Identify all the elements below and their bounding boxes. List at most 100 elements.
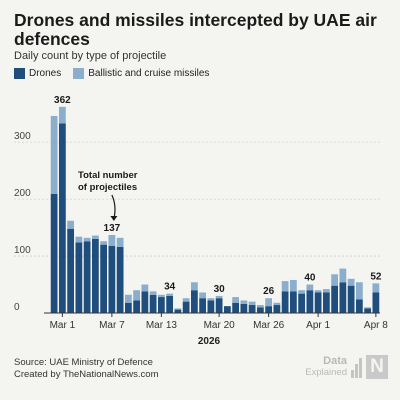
bar-drones <box>232 302 240 313</box>
bar-drones <box>314 292 322 313</box>
bar-drones <box>265 306 273 313</box>
total-label: 52 <box>370 271 382 282</box>
credit-note: Created by TheNationalNews.com <box>14 369 159 380</box>
bar-drones <box>215 298 223 313</box>
bar-drones <box>166 295 174 313</box>
bar-missiles <box>124 294 132 303</box>
legend-label-drones: Drones <box>29 68 62 79</box>
bar-missiles <box>339 268 347 283</box>
x-tick-label: Mar 13 <box>146 320 178 331</box>
bar-missiles <box>248 301 256 306</box>
bar-missiles <box>298 290 306 294</box>
total-label: 362 <box>54 95 71 106</box>
bar-drones <box>141 291 149 313</box>
brand-line-1: Data <box>323 355 347 367</box>
bar-drones <box>75 242 83 313</box>
bar-missiles <box>182 298 190 302</box>
bar-missiles <box>141 284 149 292</box>
bar-missiles <box>289 279 297 292</box>
legend-swatch-missiles <box>73 68 85 79</box>
callout-arrowhead <box>110 215 118 221</box>
bar-drones <box>100 244 108 313</box>
legend-item-drones: Drones <box>14 68 61 79</box>
bar-missiles <box>108 234 116 246</box>
bar-missiles <box>240 300 248 304</box>
y-tick-label: 200 <box>14 188 31 199</box>
bar-missiles <box>116 237 124 247</box>
x-tick-label: Mar 20 <box>204 320 236 331</box>
bar-missiles <box>215 295 223 299</box>
brand-bars-icon <box>350 356 362 378</box>
bar-missiles <box>256 305 264 308</box>
brand-n-icon: N <box>366 355 388 379</box>
bar-missiles <box>306 284 314 291</box>
bar-missiles <box>199 292 207 299</box>
bar-drones <box>91 238 99 313</box>
bar-missiles <box>232 297 240 303</box>
bar-missiles <box>67 220 75 229</box>
bar-drones <box>174 309 182 313</box>
bar-missiles <box>281 281 289 292</box>
chart-title: Drones and missiles intercepted by UAE a… <box>14 10 377 49</box>
total-label: 30 <box>214 284 226 295</box>
bar-drones <box>306 290 314 313</box>
bar-missiles <box>166 293 174 296</box>
bar-drones <box>298 293 306 313</box>
bar-drones <box>58 123 66 313</box>
bar-drones <box>240 303 248 313</box>
bar-missiles <box>91 235 99 239</box>
bar-missiles <box>314 290 322 293</box>
bar-drones <box>67 228 75 313</box>
bar-drones <box>347 285 355 313</box>
bar-drones <box>133 300 141 313</box>
bar-missiles <box>133 290 141 301</box>
y-tick-label: 100 <box>14 245 31 256</box>
bar-missiles <box>100 241 108 245</box>
bar-missiles <box>190 282 198 291</box>
total-label: 40 <box>304 273 316 284</box>
bar-drones <box>248 305 256 313</box>
x-axis-year-label: 2026 <box>198 336 221 347</box>
brand-wordmark: Data Explained <box>305 355 347 379</box>
bar-missiles <box>174 308 182 310</box>
bar-drones <box>223 306 231 313</box>
legend-item-missiles: Ballistic and cruise missiles <box>73 68 209 79</box>
legend: Drones Ballistic and cruise missiles <box>14 68 221 79</box>
bar-drones <box>207 300 215 313</box>
bar-drones <box>339 282 347 313</box>
legend-swatch-drones <box>14 68 25 79</box>
x-tick-label: Apr 1 <box>306 320 330 331</box>
callout-text: of projectiles <box>78 182 137 193</box>
y-tick-label: 300 <box>14 131 31 142</box>
x-tick-label: Mar 26 <box>253 320 285 331</box>
bar-missiles <box>157 294 165 298</box>
bar-missiles <box>58 106 66 124</box>
bar-missiles <box>149 291 157 295</box>
total-label: 26 <box>263 286 275 297</box>
bar-drones <box>322 292 330 313</box>
bar-drones <box>256 307 264 313</box>
bar-drones <box>157 297 165 313</box>
bar-drones <box>355 299 363 313</box>
x-tick-label: Apr 8 <box>364 320 388 331</box>
bar-drones <box>372 292 380 313</box>
x-tick-label: Mar 7 <box>99 320 125 331</box>
bar-missiles <box>265 298 273 307</box>
bar-drones <box>281 291 289 313</box>
callout-arrow <box>111 194 116 220</box>
brand-logo: Data Explained N <box>305 355 388 379</box>
bar-drones <box>199 298 207 313</box>
bar-drones <box>331 285 339 313</box>
bar-missiles <box>355 282 363 300</box>
chart-subtitle: Daily count by type of projectile <box>14 50 167 62</box>
bar-missiles <box>331 274 339 286</box>
bar-drones <box>364 308 372 313</box>
y-tick-label: 0 <box>14 302 20 313</box>
bar-drones <box>50 193 58 313</box>
total-label: 137 <box>104 223 121 234</box>
bar-drones <box>289 291 297 313</box>
bar-drones <box>190 290 198 313</box>
bar-drones <box>273 305 281 313</box>
bar-drones <box>116 246 124 313</box>
bar-missiles <box>372 283 380 293</box>
